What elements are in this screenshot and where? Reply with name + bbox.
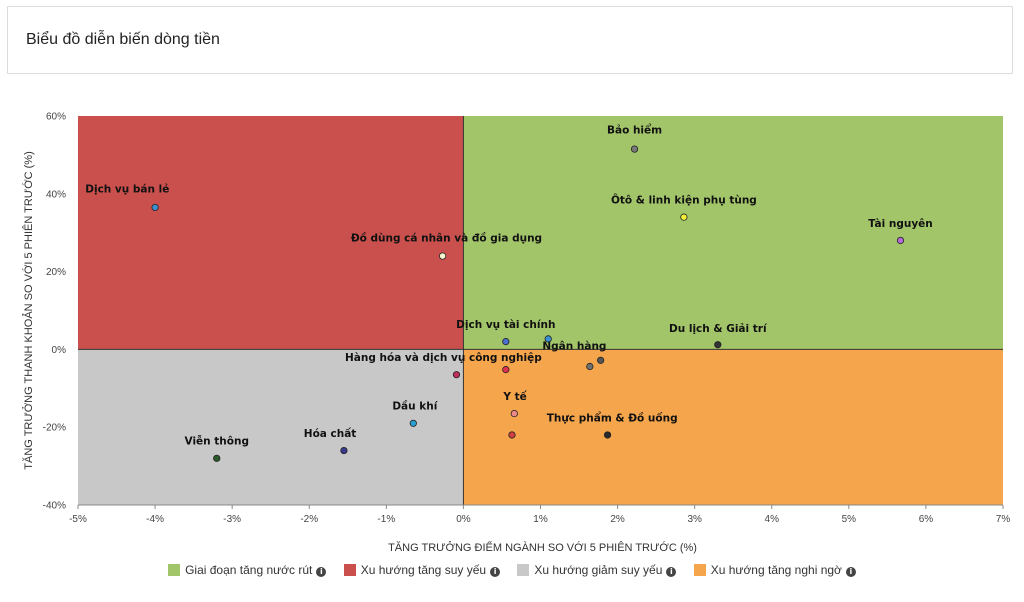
legend-swatch	[517, 563, 530, 576]
data-point	[340, 446, 348, 455]
data-point	[502, 366, 510, 374]
data-point	[603, 431, 612, 439]
data-point	[452, 371, 461, 379]
y-axis-title: TĂNG TRƯỞNG THANH KHOẢN SO VỚI 5 PHIÊN T…	[22, 151, 35, 469]
data-point	[544, 335, 552, 343]
legend-item-doubtful-uptrend[interactable]: Xu hướng tăng nghi ngờ i	[693, 562, 856, 577]
data-point	[586, 362, 594, 371]
info-icon[interactable]: i	[316, 566, 327, 577]
data-point	[409, 419, 417, 427]
chart-title-card: Biểu đồ diễn biến dòng tiền	[7, 6, 1013, 74]
legend-label: Xu hướng tăng nghi ngờ	[710, 562, 842, 577]
legend: Giai đoạn tăng nước rút i Xu hướng tăng s…	[0, 562, 1024, 577]
data-label: Dầu khí	[392, 401, 438, 413]
info-icon[interactable]: i	[490, 566, 501, 577]
data-point	[714, 341, 722, 349]
legend-label: Giai đoạn tăng nước rút	[185, 562, 313, 577]
chart-title: Biểu đồ diễn biến dòng tiền	[26, 31, 220, 48]
x-tick-label: 4%	[765, 514, 780, 525]
data-point	[502, 338, 510, 346]
data-label: Bảo hiểm	[607, 124, 662, 137]
x-tick-label: 7%	[996, 514, 1011, 525]
x-tick-label: 0%	[456, 514, 471, 525]
data-label: Y tế	[502, 390, 527, 403]
data-label: Hóa chất	[304, 427, 357, 440]
quadrant-sprint	[463, 116, 1004, 350]
x-tick-label: -4%	[146, 514, 164, 525]
x-tick-label: -3%	[223, 514, 241, 525]
data-label: Dịch vụ bán lẻ	[85, 184, 169, 196]
data-point	[439, 252, 447, 260]
x-tick-label: -1%	[377, 514, 395, 525]
info-icon[interactable]: i	[666, 566, 677, 577]
y-tick-label: 40%	[46, 189, 66, 200]
legend-item-weak-downtrend[interactable]: Xu hướng giảm suy yếu i	[517, 562, 677, 577]
quadrant-doubtful-uptrend	[463, 349, 1004, 505]
quadrant-weak-uptrend	[78, 116, 464, 350]
legend-swatch	[343, 563, 356, 576]
x-axis-title: TĂNG TRƯỞNG ĐIỂM NGÀNH SO VỚI 5 PHIÊN TR…	[388, 541, 697, 554]
x-tick-label: -5%	[69, 514, 87, 525]
data-point	[213, 454, 221, 462]
y-tick-label: -40%	[43, 501, 66, 512]
data-label: Hàng hóa và dịch vụ công nghiệp	[345, 352, 542, 364]
y-tick-label: 0%	[52, 345, 67, 356]
data-point	[680, 213, 688, 221]
legend-label: Xu hướng giảm suy yếu	[534, 562, 663, 577]
legend-label: Xu hướng tăng suy yếu	[360, 562, 487, 577]
data-point	[510, 409, 518, 418]
legend-swatch	[168, 563, 181, 576]
data-point	[896, 236, 905, 245]
x-tick-label: 6%	[919, 514, 934, 525]
x-tick-label: 3%	[687, 514, 702, 525]
x-tick-label: -2%	[300, 514, 318, 525]
info-icon[interactable]: i	[845, 566, 856, 577]
y-tick-label: 60%	[46, 112, 66, 123]
data-point	[597, 356, 605, 364]
quadrant-weak-downtrend	[78, 349, 464, 505]
data-label: Ngân hàng	[542, 340, 606, 352]
data-label: Viễn thông	[185, 435, 250, 448]
data-label: Du lịch & Giải trí	[669, 323, 768, 335]
data-point	[630, 145, 639, 153]
x-tick-label: 1%	[533, 514, 548, 525]
data-label: Tài nguyên	[868, 218, 933, 230]
cashflow-scatter-chart: -5% -4% -3% -2% -1% 0% 1% 2% 3% 4% 5% 6% 7% -40% -20% 0…	[22, 112, 1011, 555]
x-tick-label: 2%	[610, 514, 625, 525]
legend-item-weak-uptrend[interactable]: Xu hướng tăng suy yếu i	[343, 562, 501, 577]
y-tick-label: -20%	[43, 423, 66, 434]
data-label: Thực phẩm & Đồ uống	[547, 411, 678, 424]
data-label: Đồ dùng cá nhân và đồ gia dụng	[351, 232, 542, 245]
data-label: Dịch vụ tài chính	[456, 319, 555, 331]
data-label: Ôtô & linh kiện phụ tùng	[611, 194, 757, 207]
x-tick-label: 5%	[842, 514, 857, 525]
legend-item-sprint[interactable]: Giai đoạn tăng nước rút i	[168, 562, 327, 577]
y-tick-label: 20%	[46, 267, 66, 278]
data-point	[508, 431, 516, 439]
data-point	[151, 203, 159, 212]
legend-swatch	[693, 563, 706, 576]
